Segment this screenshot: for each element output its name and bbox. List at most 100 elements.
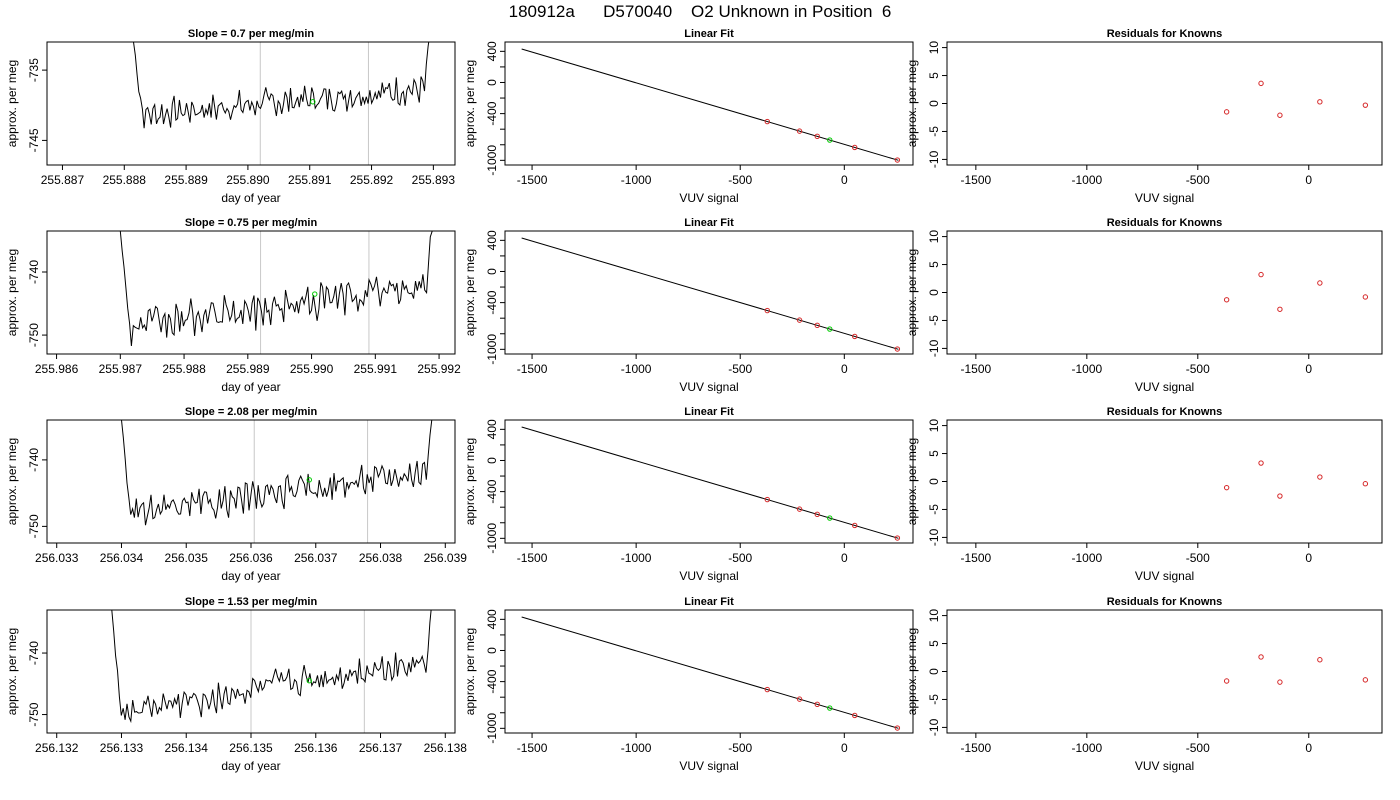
residuals-3-ytick-label: -5 (927, 504, 941, 515)
linearfit-2-xtick-label: -1500 (517, 362, 548, 376)
linearfit-4-ytick-label: -400 (485, 669, 499, 693)
linearfit-1-xlabel: VUV signal (679, 191, 738, 205)
timeseries-3-xtick-label: 256.036 (229, 551, 273, 565)
timeseries-3-xtick-label: 256.038 (359, 551, 403, 565)
residuals-2-ytick-label: -5 (927, 315, 941, 326)
residuals-4-ytick-label: -5 (927, 694, 941, 705)
timeseries-4-xtick-label: 256.136 (294, 741, 338, 755)
timeseries-2-xtick-label: 255.992 (417, 362, 461, 376)
linearfit-4-xtick-label: -1000 (621, 741, 652, 755)
residuals-4-ytick-label: 5 (927, 640, 941, 647)
timeseries-1-xtick-label: 255.890 (226, 173, 270, 187)
linearfit-2-known-point (852, 333, 858, 340)
residuals-2-residual-point (1362, 294, 1369, 300)
timeseries-1-xtick-label: 255.891 (288, 173, 332, 187)
residuals-3-xtick-label: -1000 (1071, 551, 1102, 565)
timeseries-3-xtick-label: 256.037 (294, 551, 338, 565)
residuals-2-xtick-label: -1000 (1071, 362, 1102, 376)
timeseries-1-trace (132, 42, 430, 129)
linearfit-4-known-point (852, 712, 858, 719)
residuals-2-xtick-label: 0 (1305, 362, 1312, 376)
timeseries-3-ytick-label: -740 (27, 448, 41, 472)
residuals-2-ytick-label: 5 (927, 261, 941, 268)
timeseries-2-xtick-label: 255.989 (226, 362, 270, 376)
residuals-2-residual-point (1223, 297, 1230, 303)
residuals-4-residual-point (1362, 677, 1369, 683)
linearfit-3-xtick-label: -1000 (621, 551, 652, 565)
linearfit-3-title: Linear Fit (684, 406, 734, 418)
residuals-1-ylabel: approx. per meg (905, 60, 919, 147)
linearfit-2-ytick-label: 0 (485, 268, 499, 275)
timeseries-4-xtick-label: 256.132 (35, 741, 79, 755)
linearfit-3-known-point (814, 511, 820, 518)
residuals-2-residual-point (1258, 271, 1264, 278)
residuals-3-ylabel: approx. per meg (905, 438, 919, 525)
residuals-1-ytick-label: -5 (927, 126, 941, 137)
linearfit-2-known-point (814, 322, 820, 329)
residuals-1-ytick-label: -10 (927, 150, 941, 168)
residuals-1-xlabel: VUV signal (1135, 191, 1194, 205)
timeseries-3-xtick-label: 256.039 (424, 551, 468, 565)
linearfit-3-ytick-label: -1000 (485, 523, 499, 554)
linearfit-3-fit-line (521, 426, 899, 539)
timeseries-1-xtick-label: 255.887 (41, 173, 85, 187)
residuals-4-ytick-label: 10 (927, 609, 941, 623)
timeseries-2-panel: Slope = 0.75 per meg/min day of year appro… (5, 217, 461, 394)
linearfit-2-ytick-label: -1000 (485, 334, 499, 365)
residuals-1-xtick-label: 0 (1305, 173, 1312, 187)
linearfit-2-known-point (894, 346, 901, 352)
linearfit-3-ytick-label: 400 (485, 419, 499, 439)
linearfit-3-panel: Linear Fit VUV signal approx. per meg -1500… (463, 406, 914, 583)
figure-title: 180912a D570040 O2 Unknown in Position 6 (508, 2, 892, 21)
linearfit-4-ylabel: approx. per meg (463, 628, 477, 715)
linearfit-3-known-point (796, 506, 803, 512)
residuals-1-ytick-label: 5 (927, 72, 941, 79)
linearfit-1-frame (504, 41, 914, 166)
linearfit-1-xtick-label: 0 (841, 173, 848, 187)
timeseries-1-unknown-point (310, 99, 316, 105)
timeseries-2-unknown-point (312, 291, 318, 297)
residuals-4-ytick-label: -10 (927, 718, 941, 736)
linearfit-3-xtick-label: -500 (728, 551, 752, 565)
linearfit-4-xtick-label: 0 (841, 741, 848, 755)
linearfit-1-known-point (814, 133, 820, 140)
residuals-2-xtick-label: -500 (1186, 362, 1210, 376)
residuals-2-frame (946, 230, 1383, 355)
linearfit-4-known-point (764, 686, 770, 693)
linearfit-2-known-point (796, 317, 803, 323)
linearfit-4-frame (504, 609, 914, 734)
residuals-2-residual-point (1277, 306, 1283, 312)
timeseries-4-ytick-label: -750 (27, 702, 41, 726)
linearfit-4-known-point (814, 701, 820, 708)
linearfit-1-panel: Linear Fit VUV signal approx. per meg -1500… (463, 28, 914, 205)
timeseries-4-trace (111, 610, 432, 724)
timeseries-3-xtick-label: 256.035 (165, 551, 209, 565)
linearfit-1-ytick-label: 400 (485, 41, 499, 61)
timeseries-3-xlabel: day of year (221, 569, 280, 583)
linearfit-4-xlabel: VUV signal (679, 759, 738, 773)
timeseries-3-trace (120, 420, 433, 526)
timeseries-2-title: Slope = 0.75 per meg/min (185, 217, 318, 229)
linearfit-1-ytick-label: 0 (485, 79, 499, 86)
residuals-4-xtick-label: -500 (1186, 741, 1210, 755)
residuals-4-xtick-label: -1500 (961, 741, 992, 755)
timeseries-4-xlabel: day of year (221, 759, 280, 773)
timeseries-2-xtick-label: 255.991 (354, 362, 398, 376)
linearfit-1-known-point (894, 157, 901, 163)
residuals-3-frame (946, 419, 1383, 544)
timeseries-1-xtick-label: 255.889 (164, 173, 208, 187)
linearfit-3-frame (504, 419, 914, 544)
linearfit-4-xtick-label: -500 (728, 741, 752, 755)
residuals-2-ytick-label: 0 (927, 289, 941, 296)
residuals-4-residual-point (1317, 657, 1323, 663)
residuals-3-ytick-label: 10 (927, 419, 941, 433)
timeseries-1-xlabel: day of year (221, 191, 280, 205)
linearfit-4-ytick-label: 400 (485, 609, 499, 629)
timeseries-2-xlabel: day of year (221, 380, 280, 394)
linearfit-4-title: Linear Fit (684, 596, 734, 608)
timeseries-4-xtick-label: 256.135 (229, 741, 273, 755)
timeseries-4-frame (46, 609, 456, 734)
residuals-3-xtick-label: -1500 (961, 551, 992, 565)
residuals-2-ylabel: approx. per meg (905, 249, 919, 336)
